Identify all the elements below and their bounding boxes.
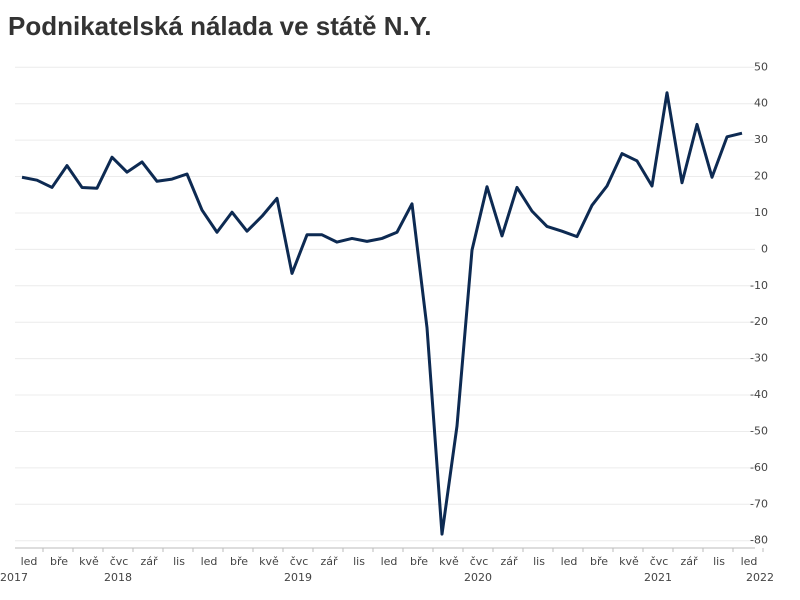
x-tick-label: čvc [290, 555, 309, 568]
x-tick-label: lis [533, 555, 545, 568]
y-tick-label: -80 [750, 534, 768, 547]
x-tick-label: led [561, 555, 578, 568]
y-tick-label: 10 [754, 206, 768, 219]
chart-title: Podnikatelská nálada ve státě N.Y. [8, 11, 431, 41]
x-tick-label: zář [500, 555, 518, 568]
y-tick-label: 30 [754, 133, 768, 146]
x-tick-label: čvc [470, 555, 489, 568]
x-tick-label: led [21, 555, 38, 568]
y-tick-label: 50 [754, 60, 768, 73]
x-tick-label: zář [140, 555, 158, 568]
line [21, 91, 743, 536]
x-tick-label: led [381, 555, 398, 568]
y-tick-label: -30 [750, 352, 768, 365]
x-tick-label: kvě [259, 555, 279, 568]
x-tick-label: zář [680, 555, 698, 568]
x-tick-label: bře [590, 555, 608, 568]
x-tick-label: zář [320, 555, 338, 568]
y-tick-label: 0 [761, 242, 768, 255]
x-tick-label: čvc [650, 555, 669, 568]
year-label: 2017 [0, 571, 28, 584]
year-label: 2019 [284, 571, 312, 584]
y-tick-label: 40 [754, 97, 768, 110]
year-label: 2018 [104, 571, 132, 584]
x-tick-label: bře [410, 555, 428, 568]
x-tick-label: bře [230, 555, 248, 568]
y-tick-label: 20 [754, 170, 768, 183]
y-tick-label: -10 [750, 279, 768, 292]
x-tick-label: čvc [110, 555, 129, 568]
year-label: 2020 [464, 571, 492, 584]
y-tick-label: -60 [750, 461, 768, 474]
x-tick-label: kvě [619, 555, 639, 568]
year-label: 2022 [746, 571, 774, 584]
x-tick-label: kvě [79, 555, 99, 568]
x-tick-label: lis [713, 555, 725, 568]
x-tick-label: led [201, 555, 218, 568]
y-tick-label: -70 [750, 497, 768, 510]
x-tick-label: bře [50, 555, 68, 568]
x-tick-label: led [741, 555, 758, 568]
x-tick-label: lis [173, 555, 185, 568]
y-tick-label: -50 [750, 424, 768, 437]
x-tick-label: kvě [439, 555, 459, 568]
y-tick-label: -40 [750, 388, 768, 401]
x-tick-label: lis [353, 555, 365, 568]
year-label: 2021 [644, 571, 672, 584]
y-tick-label: -20 [750, 315, 768, 328]
